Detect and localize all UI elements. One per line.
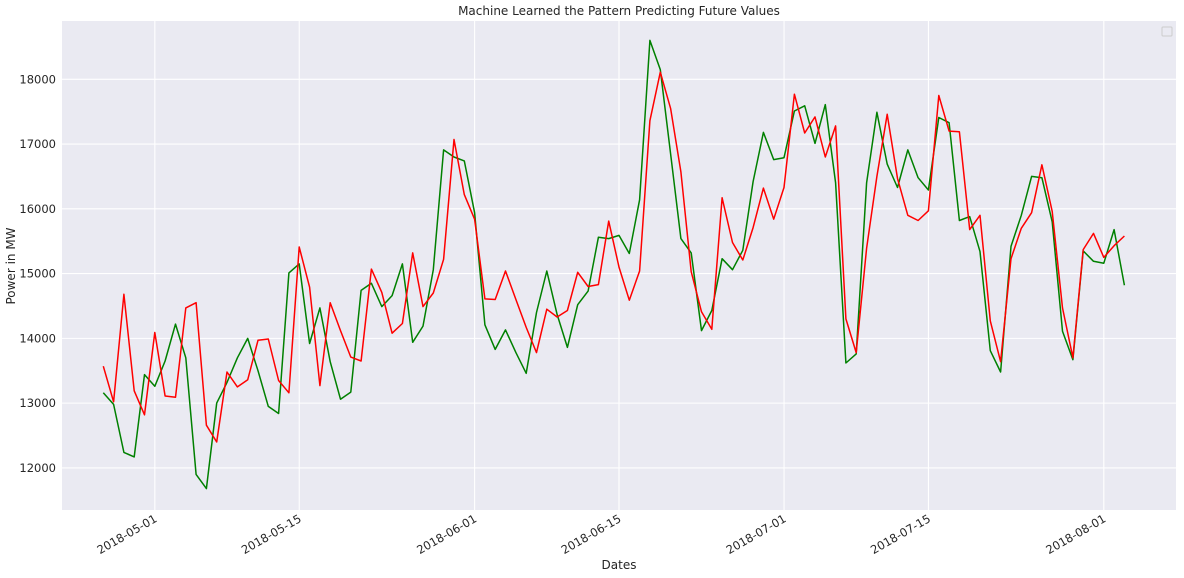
y-tick-label: 14000 [19,331,56,345]
y-axis-title: Power in MW [4,227,18,304]
x-tick-label: 2018-05-01 [94,511,159,557]
x-tick-label: 2018-07-01 [724,511,789,557]
series-layer [102,39,1126,490]
series-line-red [102,71,1125,443]
y-tick-label: 12000 [19,461,56,475]
x-tick-label: 2018-06-01 [414,511,479,557]
y-tick-label: 13000 [19,396,56,410]
x-axis-title: Dates [602,558,637,572]
x-tick-label: 2018-08-01 [1043,511,1108,557]
series-line-green [102,39,1126,490]
x-tick-label: 2018-07-15 [868,511,933,557]
y-tick-label: 17000 [19,137,56,151]
legend-box [1161,26,1173,37]
x-tick-label: 2018-05-15 [239,511,304,557]
chart-title: Machine Learned the Pattern Predicting F… [458,4,780,18]
y-tick-label: 15000 [19,267,56,281]
y-tick-labels: 12000 13000 14000 15000 16000 17000 18000 [19,72,56,475]
y-tick-label: 16000 [19,202,56,216]
x-tick-label: 2018-06-15 [559,511,624,557]
y-tick-label: 18000 [19,72,56,86]
x-tick-labels: 2018-05-01 2018-05-15 2018-06-01 2018-06-15… [94,511,1108,557]
